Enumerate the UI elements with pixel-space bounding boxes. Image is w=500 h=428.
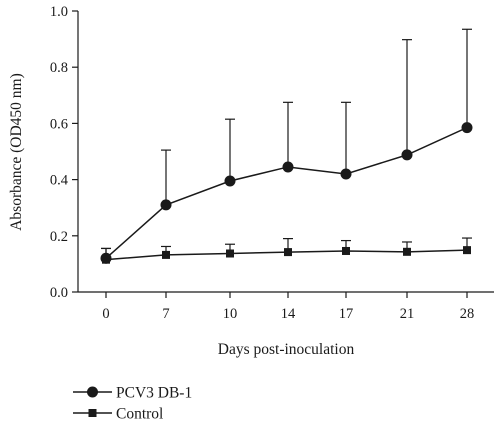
x-tick-label: 17 bbox=[339, 306, 354, 322]
series-layer bbox=[100, 28, 473, 264]
data-point-square bbox=[102, 255, 110, 264]
y-tick-label: 1.0 bbox=[50, 4, 68, 20]
x-tick-label: 7 bbox=[162, 306, 169, 322]
data-point-circle bbox=[401, 149, 413, 161]
y-tick-label: 0.4 bbox=[50, 173, 69, 189]
series-control bbox=[101, 237, 472, 264]
x-tick-label: 28 bbox=[460, 306, 475, 322]
data-point-circle bbox=[461, 122, 473, 134]
data-point-circle bbox=[224, 175, 236, 187]
x-axis-title: Days post-inoculation bbox=[218, 341, 355, 358]
legend-marker-square bbox=[88, 409, 97, 417]
data-point-square bbox=[284, 248, 292, 257]
data-point-square bbox=[226, 249, 234, 258]
data-point-square bbox=[463, 246, 471, 255]
legend-item-pcv3: PCV3 DB-1 bbox=[73, 385, 192, 402]
y-tick-label: 0.2 bbox=[50, 229, 68, 245]
axes bbox=[77, 11, 494, 293]
y-ticks: 0.0 0.2 0.4 0.6 0.8 1.0 bbox=[50, 4, 78, 301]
data-point-circle bbox=[160, 199, 172, 211]
series-pcv3-db-1 bbox=[100, 28, 473, 264]
legend-item-control: Control bbox=[73, 406, 163, 423]
y-tick-label: 0.8 bbox=[50, 60, 68, 76]
y-axis-title: Absorbance (OD450 nm) bbox=[8, 73, 25, 231]
legend: PCV3 DB-1 Control bbox=[73, 385, 192, 423]
x-tick-label: 14 bbox=[281, 306, 296, 322]
x-ticks: 0 7 10 14 17 21 28 bbox=[102, 292, 474, 322]
y-tick-label: 0.6 bbox=[50, 116, 68, 132]
legend-marker-circle bbox=[87, 386, 98, 398]
data-point-circle bbox=[340, 168, 352, 180]
y-tick-label: 0.0 bbox=[50, 285, 68, 301]
data-point-circle bbox=[282, 161, 294, 173]
legend-label-control: Control bbox=[116, 406, 163, 423]
legend-label-pcv3: PCV3 DB-1 bbox=[116, 385, 192, 402]
data-point-square bbox=[342, 246, 350, 255]
x-tick-label: 0 bbox=[102, 306, 109, 322]
data-point-square bbox=[162, 250, 170, 259]
x-tick-label: 10 bbox=[223, 306, 238, 322]
data-point-square bbox=[403, 247, 411, 256]
x-tick-label: 21 bbox=[400, 306, 415, 322]
